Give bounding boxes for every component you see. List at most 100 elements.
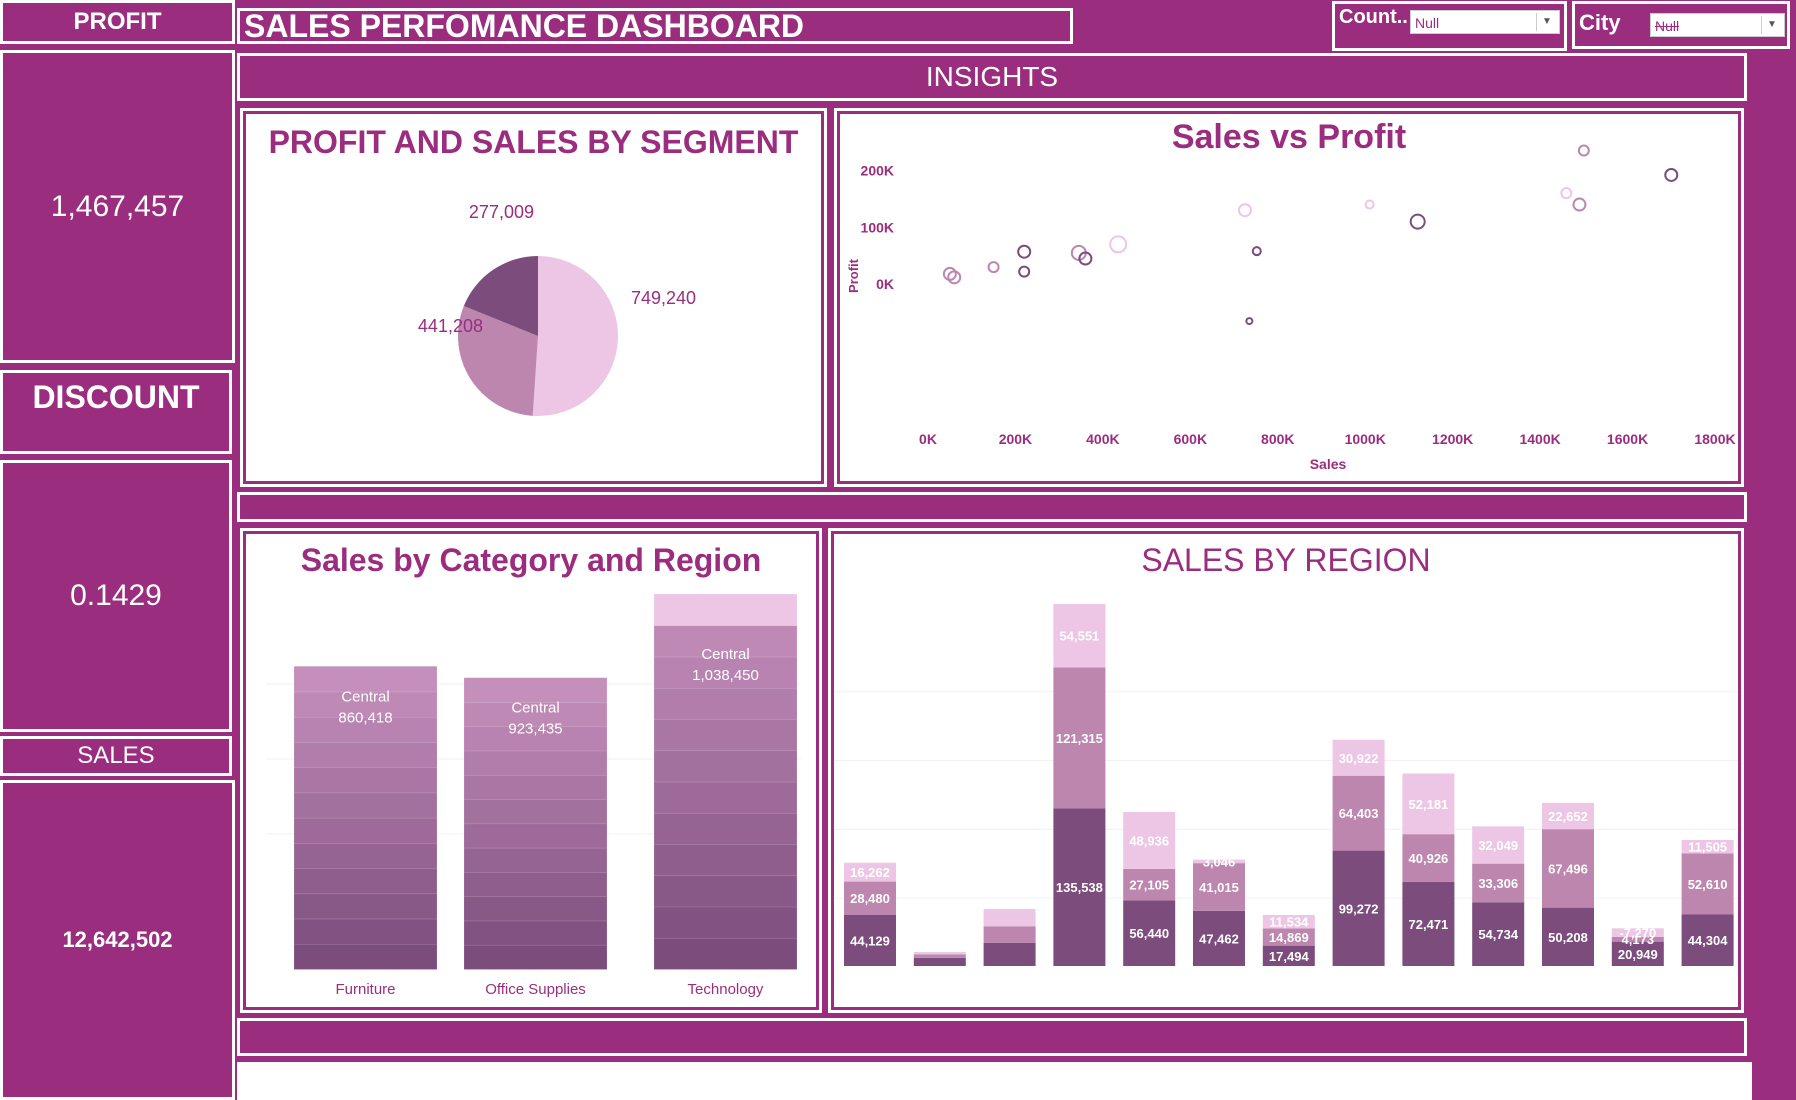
category-bar-segment (293, 792, 438, 819)
region-bar-label: 28,480 (850, 891, 890, 906)
region-bar-segment (844, 881, 896, 915)
region-bar-segment (1681, 839, 1734, 854)
region-bar-label: 54,734 (1478, 927, 1519, 942)
region-bar-label: 67,496 (1548, 861, 1588, 876)
country-dropdown[interactable]: Null ▼ (1410, 10, 1560, 34)
region-bar-label: 20,949 (1618, 947, 1658, 962)
y-tick-label: 100K (861, 219, 894, 235)
region-bar-label: 54,551 (1060, 629, 1100, 644)
category-bar-segment (293, 766, 438, 794)
country-dropdown-value: Null (1415, 15, 1440, 31)
profit-label: PROFIT (73, 8, 162, 35)
discount-value-card: 0.1429 (0, 460, 232, 732)
category-bar-segment (463, 750, 608, 776)
category-bar-segment (293, 842, 438, 869)
category-panel: Sales by Category and Region Central 860,… (246, 534, 816, 1007)
region-frame: SALES BY REGION 44,129 28,480 16,262 135,53… (828, 528, 1744, 1013)
profit-value: 1,467,457 (50, 189, 185, 223)
scatter-chart-title: Sales vs Profit (1171, 118, 1407, 156)
region-bar-segment (1611, 928, 1664, 937)
x-tick-label: 800K (1261, 431, 1294, 447)
category-bar-segment (463, 895, 608, 922)
category-bar-segment (653, 937, 798, 970)
discount-label-box: DISCOUNT (0, 370, 232, 454)
x-tick-label: 0K (919, 431, 937, 447)
region-bar-label: 56,440 (1129, 926, 1169, 941)
x-tick-label: 1400K (1519, 431, 1560, 447)
x-tick-label: 1200K (1432, 431, 1473, 447)
category-bar-segment (293, 716, 438, 743)
pie-chart-title: PROFIT AND SALES BY SEGMENT (268, 124, 799, 160)
region-bar-label: 22,652 (1548, 809, 1588, 824)
category-bar-segment (463, 823, 608, 849)
scatter-point (1560, 187, 1573, 200)
category-bar-segment (653, 687, 798, 720)
pie-frame: PROFIT AND SALES BY SEGMENT 749,240 441,2… (240, 108, 827, 487)
category-frame: Sales by Category and Region Central 860,… (240, 528, 822, 1013)
pie-slice (463, 256, 538, 336)
country-filter[interactable]: Count.. Null ▼ (1332, 1, 1567, 51)
scatter-point (1572, 197, 1587, 212)
region-bar-segment (1542, 802, 1594, 830)
region-bar-label: 27,105 (1129, 878, 1169, 893)
y-tick-label: 200K (861, 162, 894, 178)
category-bar-segment (463, 944, 608, 970)
chevron-down-icon[interactable]: ▼ (1761, 16, 1782, 34)
pie-slice-label: 749,240 (631, 288, 696, 308)
scatter-point (1245, 317, 1254, 326)
region-bar-label: 11,505 (1688, 840, 1727, 855)
category-bar-segment (463, 677, 608, 703)
x-tick-label: 1800K (1694, 431, 1735, 447)
region-bar-segment (913, 954, 966, 958)
region-bar-label: 64,403 (1339, 806, 1379, 821)
category-axis-label: Furniture (335, 981, 395, 998)
region-bar-segment (913, 952, 966, 955)
region-bar-label: 52,610 (1688, 877, 1728, 892)
region-bar-segment (1123, 868, 1176, 901)
region-bar-segment (1262, 914, 1315, 929)
category-bar-segment (463, 725, 608, 752)
category-bar-segment (463, 847, 608, 873)
x-tick-label: 400K (1086, 431, 1119, 447)
scatter-point (1109, 235, 1128, 254)
region-chart: 44,129 28,480 16,262 135,538 121,315 54,551 56… (834, 604, 1738, 966)
discount-label: DISCOUNT (32, 379, 200, 415)
scatter-point (1017, 244, 1032, 259)
category-bar-segment (293, 893, 438, 920)
region-bar-segment (1262, 928, 1315, 946)
region-bar-segment (1472, 902, 1525, 966)
dashboard-title-box: SALES PERFOMANCE DASHBOARD (237, 8, 1073, 44)
region-bar-label: 14,869 (1269, 930, 1309, 945)
category-bar-label-value: 1,038,450 (692, 667, 759, 684)
category-bar-segment (293, 817, 438, 844)
x-tick-label: 600K (1174, 431, 1207, 447)
region-bar-segment (1053, 604, 1106, 668)
region-bar-segment (1402, 834, 1455, 882)
region-bar-segment (1332, 850, 1385, 966)
region-bar-segment (1472, 826, 1525, 864)
country-filter-label: Count.. (1339, 6, 1408, 28)
region-bar-segment (1611, 941, 1664, 966)
x-tick-label: 1000K (1345, 431, 1386, 447)
category-bar-segment (653, 874, 798, 908)
chevron-down-icon[interactable]: ▼ (1536, 13, 1557, 31)
category-bar-label-value: 923,435 (508, 721, 562, 738)
category-bar-label-value: 860,418 (338, 709, 392, 726)
region-bar-segment (983, 926, 1036, 943)
city-dropdown[interactable]: Null ▼ (1650, 13, 1785, 37)
region-bar-label: 44,304 (1688, 933, 1729, 948)
profit-label-box: PROFIT (0, 0, 235, 44)
scatter-panel: Sales vs Profit 0K 200K 400K 600K 800K 1000K 1… (840, 114, 1738, 481)
region-bar-segment (1542, 907, 1594, 966)
region-bar-segment (1053, 808, 1106, 966)
category-bar-segment (653, 624, 798, 658)
region-bar-label: 30,922 (1339, 751, 1379, 766)
region-bar-segment (983, 909, 1036, 927)
city-filter[interactable]: City Null ▼ (1572, 1, 1790, 49)
region-bar-segment (1262, 945, 1315, 966)
insights-bar: INSIGHTS (237, 53, 1747, 101)
region-bar-label: 99,272 (1339, 901, 1379, 916)
category-bar-segment (463, 920, 608, 946)
scatter-point (1018, 265, 1031, 278)
city-filter-label: City (1579, 10, 1621, 35)
